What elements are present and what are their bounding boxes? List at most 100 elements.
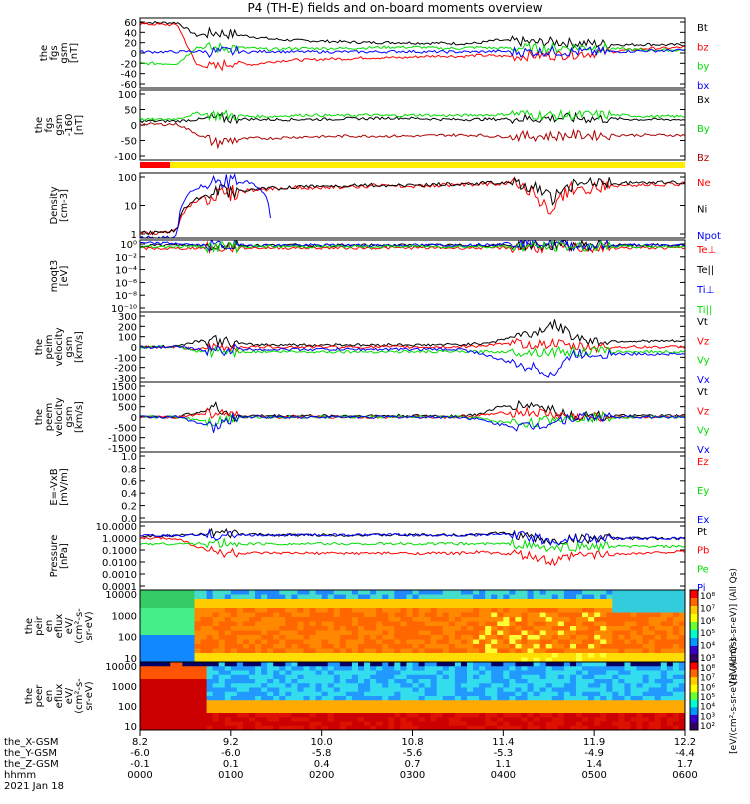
heatmap-cell	[273, 717, 280, 723]
heatmap-cell	[345, 603, 353, 609]
tick-label: 1	[131, 230, 137, 241]
heatmap-cell	[321, 700, 329, 706]
heatmap-cell	[606, 691, 613, 697]
heatmap-cell	[412, 639, 420, 645]
heatmap-cell	[406, 721, 414, 727]
heatmap-cell	[261, 644, 268, 650]
heatmap-cell	[388, 653, 395, 659]
heatmap-cell	[297, 630, 305, 636]
heatmap-cell	[606, 683, 613, 689]
heatmap-cell	[182, 599, 190, 605]
heatmap-cell	[467, 674, 474, 680]
heatmap-cell	[630, 612, 638, 618]
heatmap-cell	[521, 704, 529, 710]
heatmap-cell	[594, 696, 601, 701]
heatmap-cell	[194, 679, 202, 684]
heatmap-cell	[218, 717, 226, 723]
heatmap-cell	[430, 666, 438, 672]
heatmap-cell	[194, 670, 202, 676]
heatmap-cell	[630, 674, 638, 680]
heatmap-cell	[485, 603, 492, 609]
heatmap-cell	[146, 725, 153, 730]
heatmap-cell	[418, 590, 426, 596]
heatmap-cell	[479, 662, 486, 667]
heatmap-cell	[418, 657, 426, 662]
heatmap-cell	[394, 608, 401, 614]
xaxis-tick-label: -5.8	[312, 748, 332, 759]
heatmap-cell	[497, 635, 504, 641]
heatmap-cell	[606, 662, 613, 667]
heatmap-cell	[642, 621, 650, 627]
heatmap-cell	[370, 674, 377, 680]
heatmap-cell	[576, 617, 583, 623]
heatmap-cell	[218, 713, 226, 718]
heatmap-cell	[424, 696, 432, 701]
heatmap-cell	[660, 639, 668, 645]
heatmap-cell	[442, 704, 450, 710]
heatmap-cell	[485, 687, 492, 693]
heatmap-cell	[491, 608, 498, 614]
heatmap-cell	[249, 700, 256, 706]
heatmap-cell	[521, 725, 529, 730]
heatmap-cell	[527, 696, 535, 701]
heatmap-cell	[594, 617, 601, 623]
xaxis-tick-label: 9.2	[223, 737, 239, 748]
heatmap-cell	[218, 635, 226, 641]
heatmap-cell	[351, 621, 359, 627]
heatmap-cell	[194, 603, 202, 609]
heatmap-cell	[212, 594, 220, 600]
heatmap-cell	[382, 725, 389, 730]
heatmap-cell	[255, 653, 262, 659]
heatmap-cell	[454, 653, 462, 659]
heatmap-cell	[158, 635, 165, 641]
heatmap-cell	[267, 626, 274, 632]
heatmap-cell	[242, 648, 250, 654]
heatmap-cell	[321, 612, 329, 618]
heatmap-cell	[569, 721, 577, 727]
heatmap-cell	[600, 657, 607, 662]
heatmap-cell	[230, 670, 238, 676]
heatmap-cell	[430, 725, 438, 730]
heatmap-cell	[376, 696, 383, 701]
heatmap-cell	[545, 639, 553, 645]
heatmap-cell	[436, 687, 444, 693]
heatmap-cell	[521, 674, 529, 680]
heatmap-cell	[624, 696, 632, 701]
heatmap-cell	[291, 725, 299, 730]
heatmap-cell	[460, 644, 468, 650]
heatmap-cell	[582, 635, 589, 641]
heatmap-cell	[654, 608, 662, 614]
colorbar-segment	[690, 638, 698, 647]
ylabel-line: [mV/m]	[59, 468, 70, 506]
heatmap-cell	[267, 648, 274, 654]
heatmap-cell	[152, 626, 159, 632]
heatmap-cell	[412, 653, 420, 659]
heatmap-cell	[521, 713, 529, 718]
heatmap-cell	[230, 721, 238, 727]
heatmap-cell	[333, 708, 341, 714]
heatmap-cell	[594, 717, 601, 723]
heatmap-cell	[206, 612, 214, 618]
heatmap-cell	[273, 704, 280, 710]
heatmap-cell	[297, 612, 305, 618]
heatmap-cell	[672, 721, 680, 727]
ylabel-line: peim	[44, 334, 55, 359]
heatmap-cell	[303, 679, 311, 684]
heatmap-cell	[515, 639, 523, 645]
heatmap-cell	[509, 725, 517, 730]
heatmap-cell	[460, 679, 468, 684]
heatmap-cell	[345, 662, 353, 667]
heatmap-cell	[648, 590, 656, 596]
heatmap-cell	[545, 648, 553, 654]
heatmap-cell	[672, 653, 680, 659]
heatmap-cell	[660, 670, 668, 676]
heatmap-cell	[533, 617, 541, 623]
heatmap-cell	[279, 603, 286, 609]
heatmap-cell	[152, 630, 159, 636]
heatmap-cell	[454, 674, 462, 680]
heatmap-cell	[242, 626, 250, 632]
heatmap-cell	[297, 662, 305, 667]
heatmap-cell	[158, 687, 165, 693]
heatmap-cell	[467, 687, 474, 693]
heatmap-cell	[467, 721, 474, 727]
